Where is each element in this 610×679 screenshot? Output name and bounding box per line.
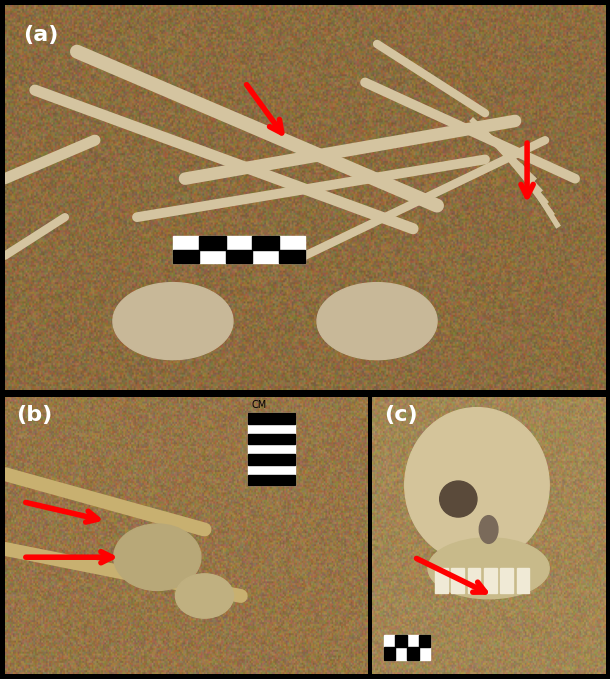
Bar [517,568,529,593]
Circle shape [113,524,201,591]
Text: (a): (a) [23,24,59,45]
Bar [199,236,226,250]
Bar [226,250,252,263]
Ellipse shape [479,515,498,543]
Bar [248,434,295,444]
Bar [384,635,431,660]
Circle shape [113,282,233,360]
Bar [173,250,199,263]
Bar [418,635,430,647]
Ellipse shape [440,481,477,517]
Text: CM: CM [252,400,267,409]
Bar [407,647,418,660]
Bar [279,250,305,263]
Bar [248,413,295,485]
Bar [384,647,395,660]
Ellipse shape [428,538,549,599]
Bar [248,414,295,424]
Bar [248,454,295,464]
Bar [248,475,295,485]
Bar [484,568,497,593]
Circle shape [176,574,234,618]
Bar [395,635,407,647]
Bar [173,236,305,263]
Text: (c): (c) [384,405,417,425]
Bar [435,568,448,593]
Bar [500,568,513,593]
Bar [451,568,464,593]
Circle shape [317,282,437,360]
Text: (b): (b) [16,405,52,425]
Ellipse shape [404,407,549,563]
Bar [468,568,481,593]
Bar [252,236,279,250]
